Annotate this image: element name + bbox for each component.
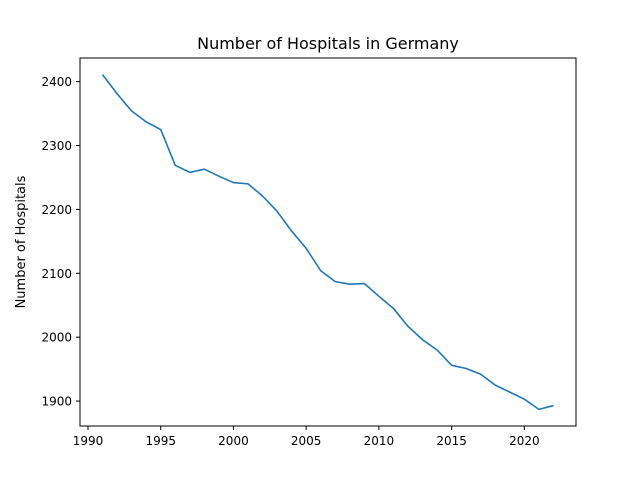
x-tick-label: 1990 <box>73 434 104 448</box>
x-tick-label: 2020 <box>509 434 540 448</box>
series-line <box>101 74 554 411</box>
y-tick-label: 2300 <box>41 139 72 153</box>
chart-title: Number of Hospitals in Germany <box>197 34 459 53</box>
x-tick-label: 2010 <box>364 434 395 448</box>
y-tick-label: 2200 <box>41 203 72 217</box>
y-tick-label: 1900 <box>41 395 72 409</box>
x-tick-label: 2015 <box>436 434 467 448</box>
x-tick-label: 2005 <box>291 434 322 448</box>
y-tick-label: 2100 <box>41 267 72 281</box>
plot-frame <box>79 57 577 427</box>
y-axis-label: Number of Hospitals <box>14 175 29 308</box>
y-tick-label: 2000 <box>41 331 72 345</box>
x-tick-label: 2000 <box>218 434 249 448</box>
y-tick-label: 2400 <box>41 75 72 89</box>
plot-area: 1990 1995 2000 2005 2010 2015 2020 1900 2000 2100… <box>41 57 577 448</box>
x-tick-label: 1995 <box>145 434 176 448</box>
